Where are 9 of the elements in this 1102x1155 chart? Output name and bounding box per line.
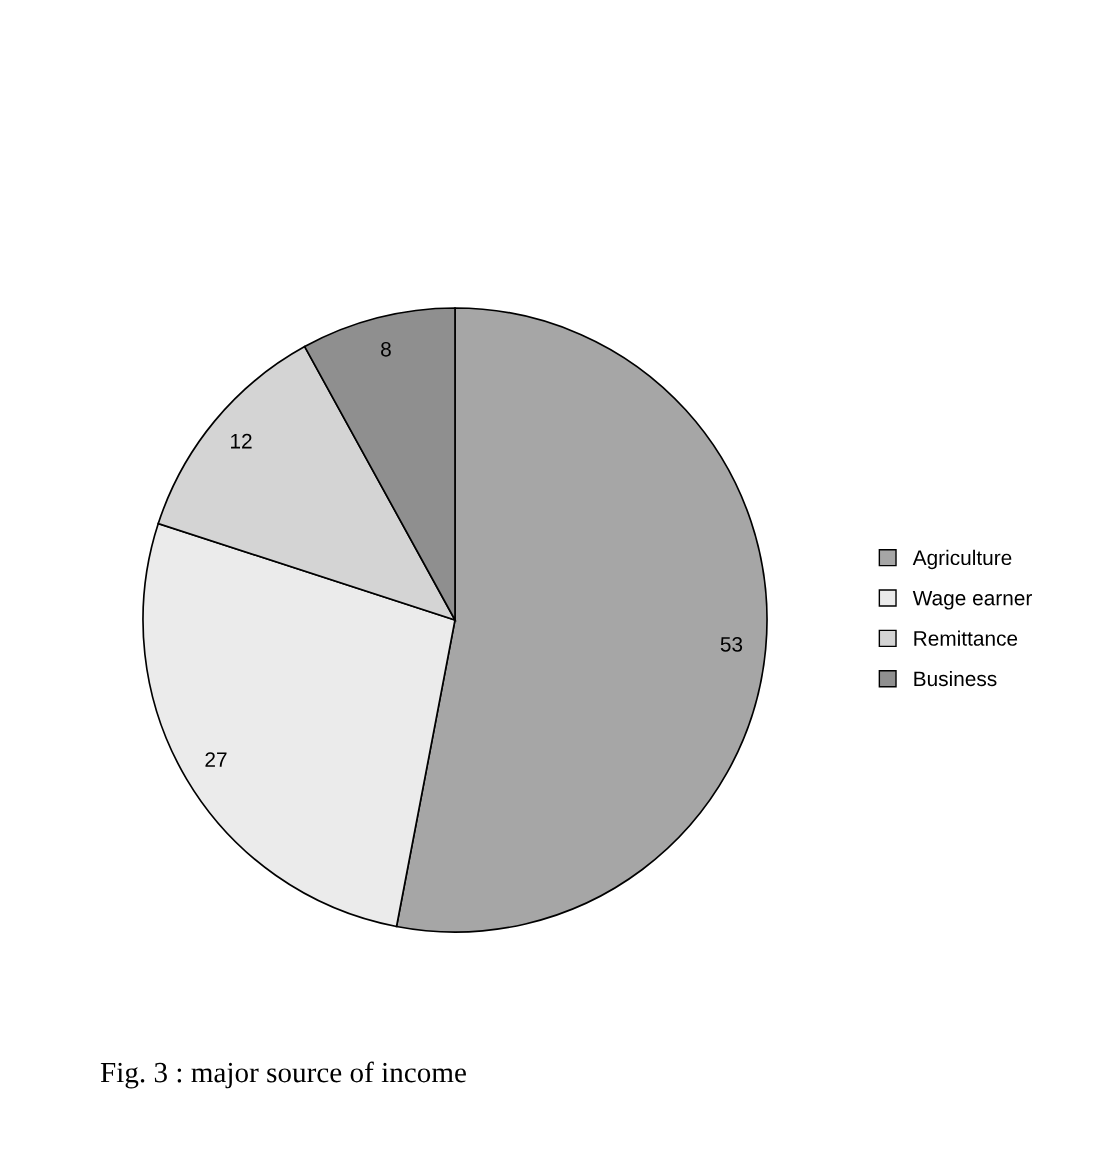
data-label: 53 [720, 636, 743, 652]
legend-label: Remittance [914, 630, 1018, 646]
data-label: 27 [205, 752, 227, 767]
data-label: 8 [381, 341, 391, 357]
text: Fig. 3 : major source of income [100, 1061, 466, 1089]
legend-label: Business [914, 670, 997, 687]
legend-label: Wage earner [912, 590, 1032, 610]
legend-label: Agriculture [912, 549, 1012, 570]
data-label: 12 [231, 433, 252, 449]
